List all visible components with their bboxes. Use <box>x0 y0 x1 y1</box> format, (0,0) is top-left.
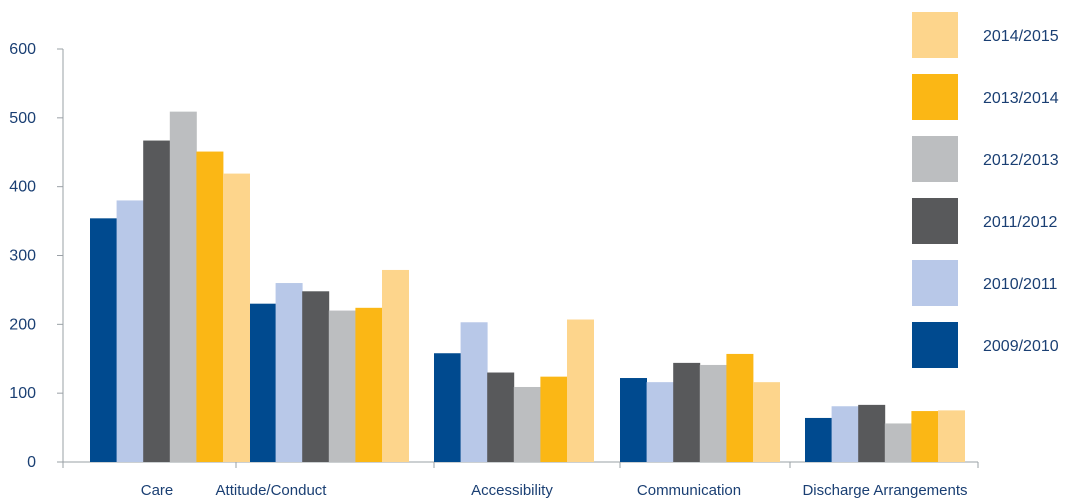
legend-label: 2013/2014 <box>983 90 1059 107</box>
bar-2014-2015-3 <box>753 382 780 462</box>
bar-2011-2012-3 <box>673 363 700 462</box>
x-category-label: Discharge Arrangements <box>802 482 967 499</box>
bar-2012-2013-2 <box>514 387 541 462</box>
legend-swatch <box>912 322 958 368</box>
legend: 2014/2015 2013/2014 2012/2013 2011/2012 2010… <box>912 12 1059 368</box>
bar-2012-2013-4 <box>885 423 912 462</box>
bar-2014-2015-2 <box>567 320 594 462</box>
bar-2013-2014-3 <box>726 354 753 462</box>
x-category-label: Accessibility <box>471 482 553 499</box>
y-tick-label: 500 <box>9 110 36 127</box>
bars <box>90 112 965 462</box>
bar-2010-2011-3 <box>647 382 674 462</box>
legend-swatch <box>912 198 958 244</box>
bar-2012-2013-1 <box>329 311 356 462</box>
bar-2010-2011-4 <box>832 406 859 462</box>
bar-2011-2012-1 <box>302 291 329 462</box>
y-tick-label: 400 <box>9 179 36 196</box>
bar-2009-2010-1 <box>249 304 276 462</box>
y-tick-label: 200 <box>9 316 36 333</box>
bar-2009-2010-0 <box>90 218 117 462</box>
bar-2010-2011-0 <box>117 200 144 462</box>
legend-label: 2014/2015 <box>983 28 1059 45</box>
bar-2011-2012-0 <box>143 141 170 462</box>
legend-label: 2011/2012 <box>983 214 1058 231</box>
y-tick-label: 0 <box>27 454 36 471</box>
legend-swatch <box>912 260 958 306</box>
y-tick-label: 300 <box>9 248 36 265</box>
bar-2014-2015-4 <box>938 410 965 462</box>
y-tick-label: 600 <box>9 41 36 58</box>
bar-2010-2011-2 <box>461 322 488 462</box>
legend-swatch <box>912 12 958 58</box>
bar-2013-2014-0 <box>196 152 223 462</box>
y-tick-label: 100 <box>9 385 36 402</box>
bar-2010-2011-1 <box>276 283 303 462</box>
x-category-label: Care <box>141 482 174 499</box>
x-category-label: Communication <box>637 482 741 499</box>
legend-label: 2010/2011 <box>983 276 1058 293</box>
bar-2014-2015-1 <box>382 270 409 462</box>
bar-2012-2013-0 <box>170 112 197 462</box>
bar-2011-2012-2 <box>487 373 514 462</box>
bar-2013-2014-1 <box>355 308 382 462</box>
bar-2014-2015-0 <box>223 174 250 462</box>
legend-swatch <box>912 136 958 182</box>
bar-2009-2010-4 <box>805 418 832 462</box>
bar-2013-2014-4 <box>911 411 938 462</box>
bar-2011-2012-4 <box>858 405 885 462</box>
x-category-label: Attitude/Conduct <box>216 482 328 499</box>
legend-label: 2009/2010 <box>983 338 1059 355</box>
legend-swatch <box>912 74 958 120</box>
bar-2009-2010-2 <box>434 353 461 462</box>
bar-2013-2014-2 <box>540 377 567 462</box>
bar-2012-2013-3 <box>700 365 727 462</box>
legend-label: 2012/2013 <box>983 152 1059 169</box>
bar-2009-2010-3 <box>620 378 647 462</box>
